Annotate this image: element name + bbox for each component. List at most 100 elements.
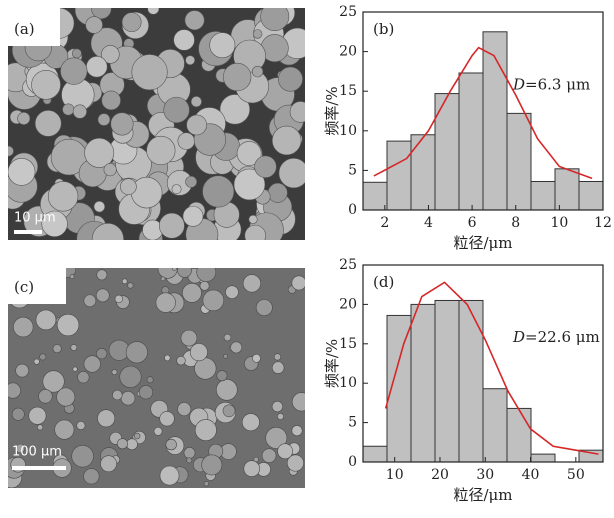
fit-curve (373, 46, 593, 180)
particle (70, 344, 78, 351)
y-tick-label: 20 (339, 44, 357, 60)
particle (173, 29, 195, 51)
particle (216, 370, 228, 382)
y-tick-label: 0 (348, 202, 357, 218)
x-tick-label: 50 (567, 467, 585, 483)
particle (103, 163, 117, 177)
particle (271, 400, 284, 413)
particle (252, 353, 261, 363)
particle (114, 294, 124, 304)
particle (71, 444, 94, 468)
particle (42, 370, 65, 393)
particle (254, 155, 277, 178)
particle (164, 354, 171, 362)
particle (101, 45, 120, 64)
y-tick-label: 15 (339, 83, 357, 99)
particle (194, 419, 217, 442)
sem-image (8, 268, 305, 488)
x-tick-label: 10 (550, 215, 568, 231)
particle (157, 268, 178, 279)
particle (196, 268, 217, 282)
annotation-symbol: D (512, 328, 525, 346)
plot-frame (362, 11, 604, 211)
bar (386, 140, 412, 211)
panel-label: (c) (14, 278, 34, 296)
annotation: D=22.6 μm (512, 328, 600, 346)
particle (189, 343, 208, 362)
particle (47, 181, 79, 212)
bar (410, 134, 436, 211)
x-tick-label: 10 (386, 467, 404, 483)
particle (93, 200, 106, 213)
y-tick-label: 10 (339, 375, 357, 391)
particle (8, 145, 14, 157)
particle (91, 8, 112, 20)
x-tick-label: 20 (431, 467, 449, 483)
particle (177, 268, 192, 278)
particle (185, 175, 198, 188)
particle (203, 481, 210, 487)
particle (131, 54, 168, 91)
particle (230, 341, 243, 354)
particle (177, 132, 196, 150)
x-tick-label: 30 (476, 467, 494, 483)
y-tick-label: 25 (339, 257, 357, 273)
particle (35, 309, 57, 331)
annotation-text: =6.3 μm (525, 75, 590, 93)
particle (33, 358, 40, 365)
particle (159, 465, 180, 486)
particle (56, 313, 80, 337)
particle (199, 280, 210, 291)
particle (223, 353, 228, 359)
particle (69, 274, 75, 279)
particle (291, 425, 303, 437)
particle (138, 385, 154, 400)
particle (8, 382, 21, 399)
particle (28, 406, 47, 425)
particle (186, 114, 207, 136)
particle (52, 344, 62, 354)
particle (125, 341, 148, 364)
bar (458, 299, 484, 463)
bar (458, 72, 484, 211)
bar (530, 180, 556, 211)
bar (554, 168, 580, 211)
particle (72, 366, 78, 372)
particle (186, 457, 193, 464)
x-tick-label: 6 (468, 215, 477, 231)
particle (31, 70, 61, 100)
particle (225, 285, 239, 299)
particle (71, 48, 82, 59)
particle (236, 141, 262, 166)
particle (202, 289, 225, 312)
x-tick-label: 2 (380, 215, 389, 231)
particle (97, 409, 116, 428)
particle (100, 455, 117, 473)
particle (289, 101, 305, 123)
particle (177, 402, 192, 417)
particle (111, 369, 118, 376)
particle (219, 94, 251, 125)
particle (77, 371, 90, 384)
label-box (8, 268, 66, 304)
particle (176, 355, 186, 366)
particle (202, 175, 235, 208)
y-tick-label: 5 (348, 415, 357, 431)
particle (158, 212, 185, 239)
particle (277, 413, 284, 420)
particle (96, 269, 108, 281)
particle (17, 111, 31, 125)
bar (434, 299, 460, 463)
scale-bar-label: 100 μm (12, 445, 62, 460)
particle (85, 16, 103, 34)
particle (261, 448, 277, 463)
particle (120, 178, 137, 195)
x-axis-label: 粒径/μm (453, 486, 512, 504)
particle (184, 10, 205, 31)
particle (41, 210, 68, 237)
particle (271, 125, 302, 156)
particle (37, 424, 44, 431)
particle (171, 268, 177, 271)
particle (39, 353, 47, 361)
particle (96, 348, 108, 360)
